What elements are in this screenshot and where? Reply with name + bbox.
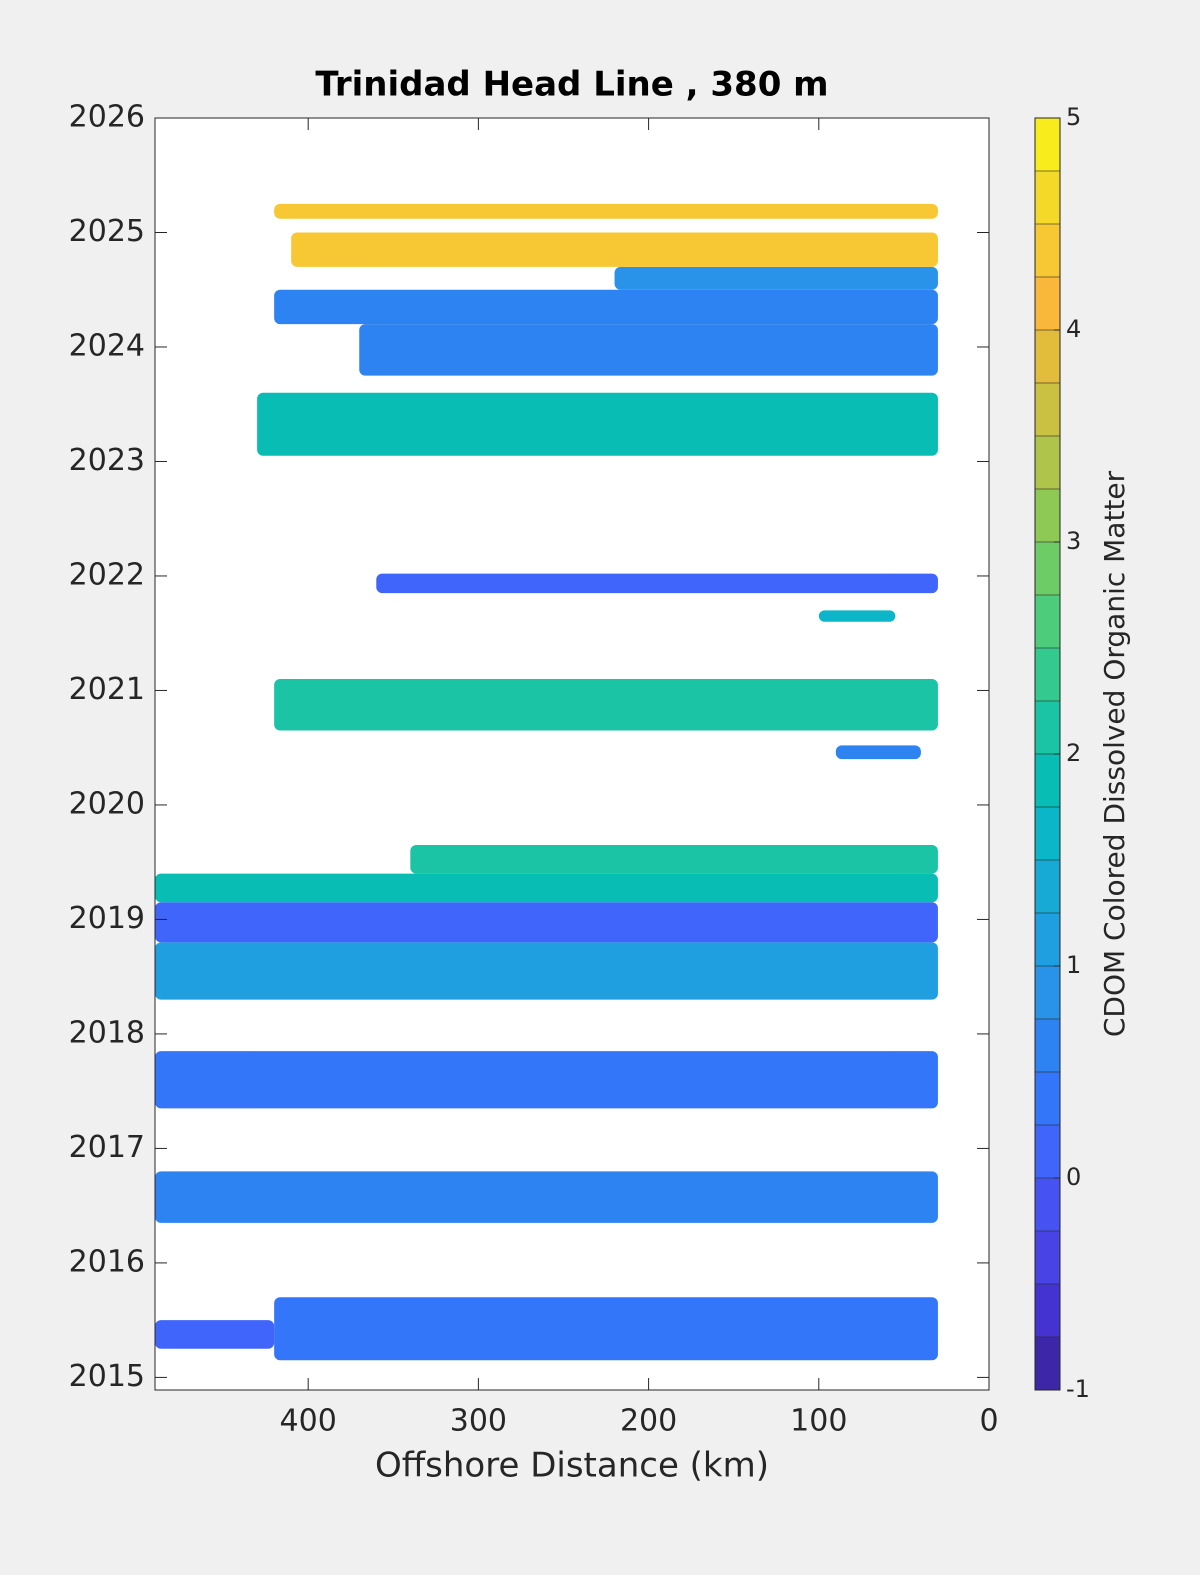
colorbar-tick-label: 4 — [1066, 315, 1081, 343]
colorbar-tick-label: 3 — [1066, 527, 1081, 555]
colorbar-band — [1035, 1284, 1060, 1338]
contour-patch — [155, 1320, 275, 1349]
colorbar-band — [1035, 330, 1060, 384]
plot-content — [155, 203, 938, 1361]
colorbar-band — [1035, 701, 1060, 755]
colorbar-band — [1035, 1231, 1060, 1285]
x-tick-label: 100 — [790, 1404, 847, 1439]
colorbar-band — [1035, 966, 1060, 1020]
contour-patch — [155, 902, 938, 943]
colorbar-band — [1035, 913, 1060, 967]
contour-patch — [155, 942, 938, 1000]
plot-frame — [154, 117, 990, 1391]
x-axis-label: Offshore Distance (km) — [375, 1446, 769, 1486]
y-tick-label: 2016 — [69, 1244, 145, 1279]
colorbar-band — [1035, 1125, 1060, 1179]
contour-patch — [274, 203, 938, 219]
y-tick-label: 2018 — [69, 1015, 145, 1050]
y-tick-label: 2026 — [69, 100, 145, 135]
colorbar-band — [1035, 807, 1060, 861]
x-tick-label: 300 — [450, 1404, 507, 1439]
colorbar-band — [1035, 1072, 1060, 1126]
y-tick-label: 2025 — [69, 214, 145, 249]
contour-patch — [835, 745, 921, 760]
colorbar-band — [1035, 1337, 1060, 1391]
contour-patch — [410, 845, 938, 874]
x-tick-label: 200 — [620, 1404, 677, 1439]
y-tick-label: 2019 — [69, 901, 145, 936]
colorbar-band — [1035, 648, 1060, 702]
y-tick-label: 2021 — [69, 672, 145, 707]
contour-patch — [818, 610, 896, 622]
contour-patch — [614, 266, 938, 290]
x-tick-label: 0 — [979, 1404, 998, 1439]
contour-patch — [257, 392, 938, 456]
colorbar-tick-label: -1 — [1066, 1375, 1090, 1403]
y-tick-label: 2020 — [69, 786, 145, 821]
colorbar-label: CDOM Colored Dissolved Organic Matter — [1098, 470, 1131, 1037]
contour-patch — [274, 1297, 938, 1361]
colorbar-band — [1035, 489, 1060, 543]
colorbar-band — [1035, 860, 1060, 914]
y-tick-label: 2022 — [69, 557, 145, 592]
y-tick-label: 2017 — [69, 1130, 145, 1165]
contour-patch — [274, 289, 938, 325]
colorbar-band — [1035, 383, 1060, 437]
contour-patch — [155, 1051, 938, 1109]
colorbar-tick-label: 2 — [1066, 739, 1081, 767]
y-tick-label: 2024 — [69, 328, 145, 363]
y-tick-label: 2023 — [69, 443, 145, 478]
colorbar-tick-label: 0 — [1066, 1163, 1081, 1191]
colorbar-band — [1035, 118, 1060, 172]
colorbar-band — [1035, 595, 1060, 649]
colorbar-band — [1035, 1178, 1060, 1232]
contour-patch — [274, 679, 938, 731]
colorbar-band — [1035, 277, 1060, 331]
contour-patch — [291, 232, 938, 267]
colorbar-band — [1035, 754, 1060, 808]
colorbar-band — [1035, 224, 1060, 278]
colorbar-band — [1035, 542, 1060, 596]
x-tick-label: 400 — [280, 1404, 337, 1439]
colorbar-band — [1035, 1019, 1060, 1073]
chart-title: Trinidad Head Line , 380 m — [315, 65, 828, 105]
colorbar-band — [1035, 436, 1060, 490]
colorbar-tick-label: 5 — [1066, 103, 1081, 131]
contour-patch — [359, 324, 938, 376]
contour-patch — [155, 873, 938, 903]
contour-patch — [376, 573, 938, 594]
y-tick-label: 2015 — [69, 1359, 145, 1394]
contour-patch — [155, 1171, 938, 1223]
colorbar-band — [1035, 171, 1060, 225]
colorbar-tick-label: 1 — [1066, 951, 1081, 979]
